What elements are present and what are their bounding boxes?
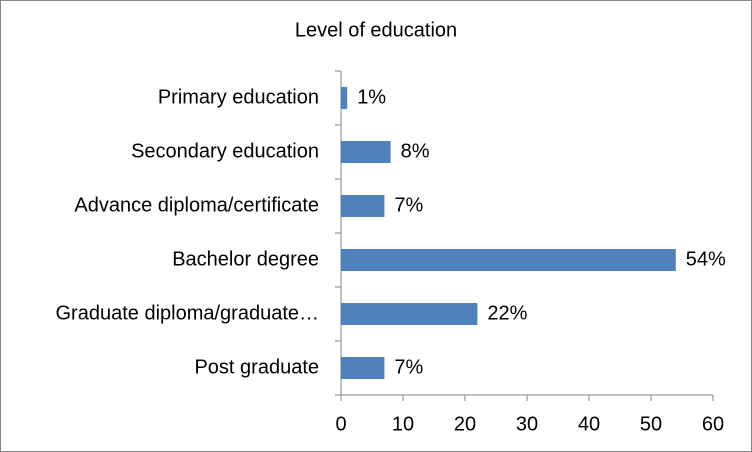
x-tick-label: 50 <box>640 413 662 435</box>
x-tick-label: 40 <box>578 413 600 435</box>
bar <box>341 87 348 109</box>
x-tick-label: 0 <box>335 413 346 435</box>
bar <box>341 195 385 217</box>
x-tick-label: 60 <box>702 413 724 435</box>
x-tick-label: 20 <box>454 413 476 435</box>
chart-title: Level of education <box>295 19 457 41</box>
value-label: 54% <box>686 248 726 270</box>
bar <box>341 249 676 271</box>
x-tick-label: 30 <box>516 413 538 435</box>
bar <box>341 141 391 163</box>
x-tick-label: 10 <box>392 413 414 435</box>
bar <box>341 357 385 379</box>
value-label: 1% <box>357 86 386 108</box>
bar <box>341 303 478 325</box>
value-label: 22% <box>487 302 527 324</box>
y-tick-label: Post graduate <box>194 356 319 378</box>
y-tick-label: Advance diploma/certificate <box>74 194 319 216</box>
y-tick-label: Bachelor degree <box>172 248 319 270</box>
value-label: 7% <box>394 194 423 216</box>
value-label: 8% <box>401 140 430 162</box>
y-tick-label: Graduate diploma/graduate… <box>56 302 320 324</box>
y-tick-label: Primary education <box>158 86 319 108</box>
y-tick-label: Secondary education <box>131 140 319 162</box>
value-label: 7% <box>394 356 423 378</box>
